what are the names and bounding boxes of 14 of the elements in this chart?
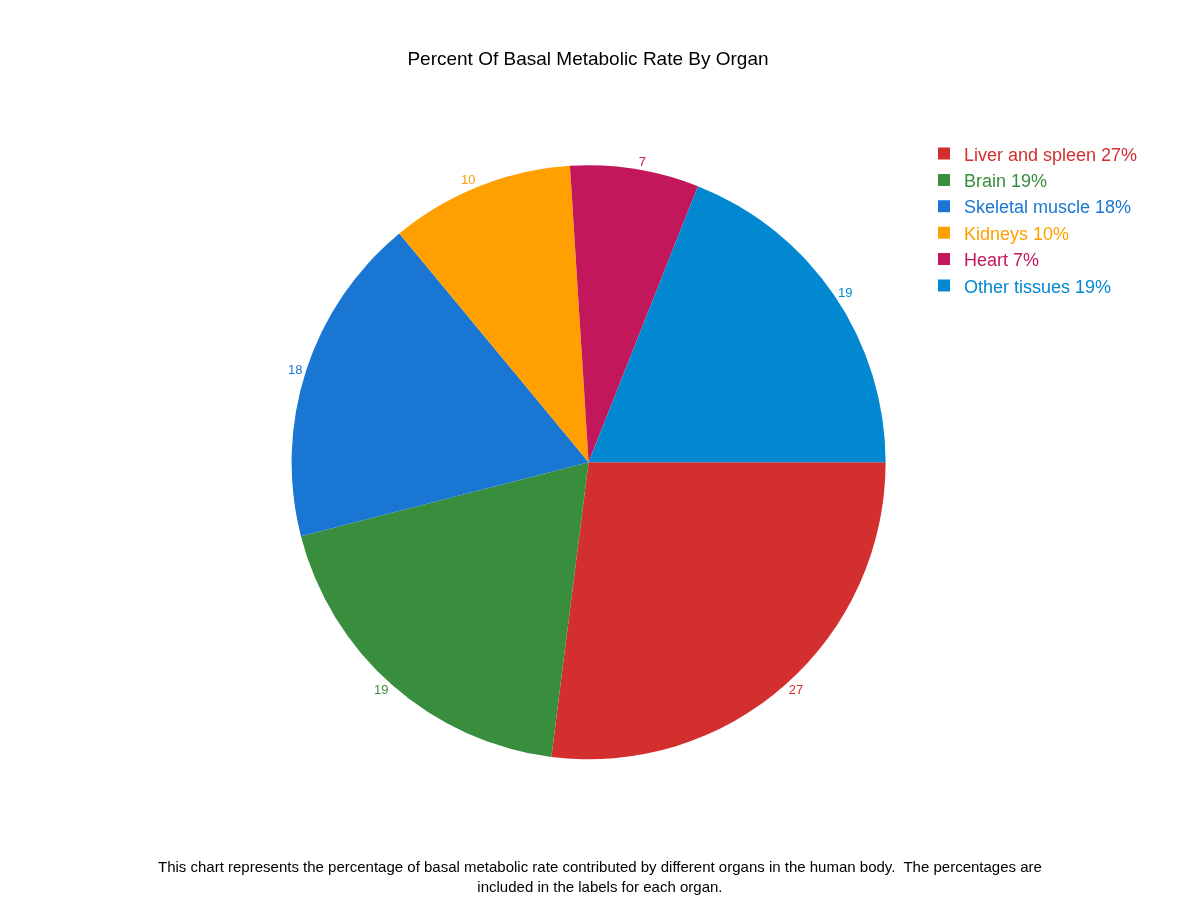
data-label: 7: [638, 154, 647, 170]
data-label: 27: [788, 681, 804, 697]
text: This chart represents the percentage of basal metabolic rate contributed by different organs in the human body. The percentages are included in the labels for each organ.: [158, 858, 1042, 895]
legend-label: Other tissues 19%: [964, 276, 1112, 297]
chart-title: Percent Of Basal Metabolic Rate By Organ: [407, 48, 769, 70]
data-label: 19: [373, 681, 389, 697]
legend-label: Skeletal muscle 18%: [964, 197, 1132, 218]
data-label: 10: [461, 172, 476, 188]
data-label: 18: [287, 362, 303, 378]
legend-label: Kidneys 10%: [964, 223, 1070, 244]
legend-label: Liver and spleen 27%: [964, 144, 1138, 165]
legend-label: Brain 19%: [964, 170, 1048, 191]
data-label: 19: [837, 285, 853, 301]
legend-label: Heart 7%: [964, 250, 1040, 271]
